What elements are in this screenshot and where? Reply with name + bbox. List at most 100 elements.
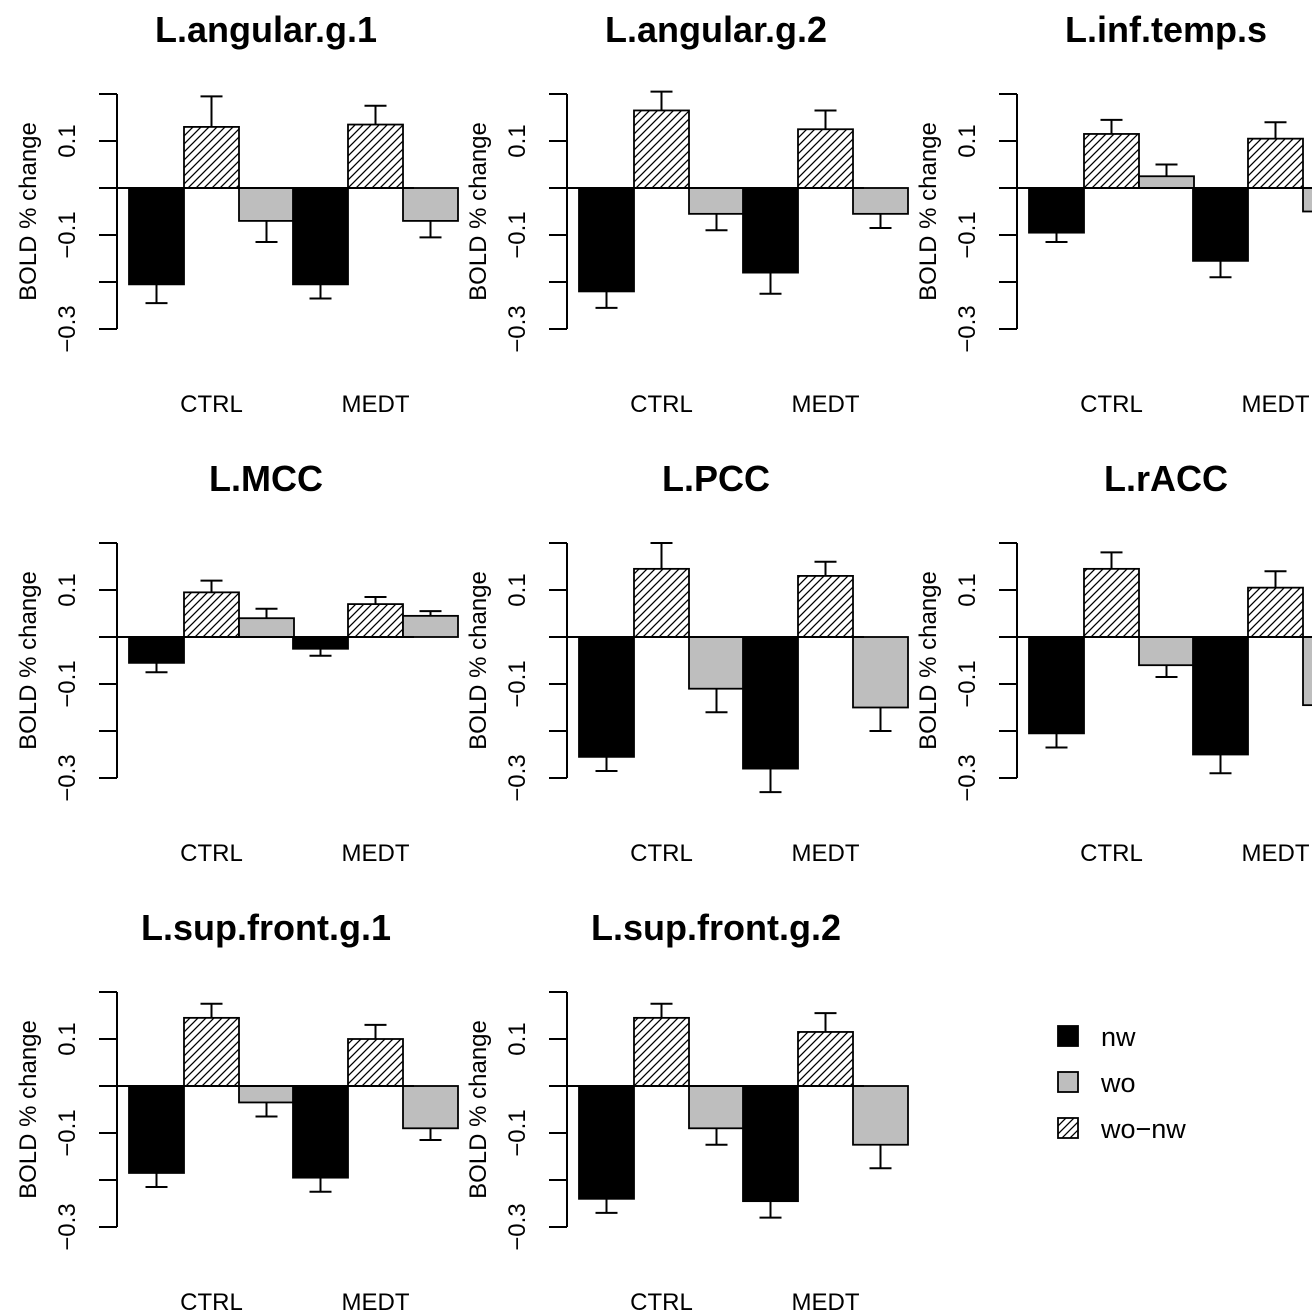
bar-nw (292, 187, 349, 286)
y-tick-label: 0.1 (504, 1022, 531, 1055)
category-label: MEDT (342, 840, 410, 867)
panel-title: L.sup.front.g.1 (141, 907, 391, 948)
bar-wo (238, 1085, 295, 1104)
y-axis-label: BOLD % change (915, 571, 942, 750)
y-tick-label: −0.3 (954, 305, 981, 352)
panel-title: L.PCC (662, 458, 770, 499)
category-label: CTRL (180, 1289, 243, 1313)
panel-title: L.MCC (209, 458, 323, 499)
bar-nw (292, 1085, 349, 1179)
bar-wonw (1083, 567, 1140, 638)
chart-panel: L.angular.g.1 0.1 −0.1 −0.3 BOLD % change CTR… (15, 9, 459, 418)
bar-wonw (633, 109, 690, 189)
bar-wonw (183, 591, 240, 638)
y-axis-label: BOLD % change (15, 571, 42, 750)
chart-panel: L.PCC 0.1 −0.1 −0.3 BOLD % change CTRL MEDT (465, 458, 909, 867)
chart-panel: L.inf.temp.s 0.1 −0.1 −0.3 BOLD % change CTRL… (915, 9, 1312, 418)
y-tick-label: −0.3 (54, 1203, 81, 1250)
category-label: MEDT (792, 391, 860, 418)
legend-swatch-wo (1057, 1071, 1079, 1093)
y-tick-label: −0.1 (954, 211, 981, 258)
bar-nw (1192, 187, 1249, 262)
panel-title: L.angular.g.1 (155, 9, 377, 50)
y-tick-label: 0.1 (504, 124, 531, 157)
bar-wonw (797, 575, 854, 638)
panel-title: L.sup.front.g.2 (591, 907, 841, 948)
y-axis-label: BOLD % change (465, 1020, 492, 1199)
y-tick-label: −0.1 (504, 1109, 531, 1156)
y-tick-label: 0.1 (54, 573, 81, 606)
bar-nw (742, 636, 799, 770)
y-tick-label: −0.3 (54, 754, 81, 801)
y-tick-label: 0.1 (54, 124, 81, 157)
legend-label-wo: wo (1100, 1068, 1136, 1098)
y-axis-label: BOLD % change (15, 1020, 42, 1199)
panel-title: L.angular.g.2 (605, 9, 827, 50)
y-axis-label: BOLD % change (465, 122, 492, 301)
y-tick-label: −0.3 (504, 754, 531, 801)
bar-nw (1028, 636, 1085, 735)
chart-panel: L.MCC 0.1 −0.1 −0.3 BOLD % change CTRL MEDT (15, 458, 459, 867)
bar-nw (578, 1085, 635, 1200)
category-label: MEDT (342, 391, 410, 418)
bar-wonw (1247, 137, 1304, 189)
category-label: MEDT (1242, 391, 1310, 418)
category-label: CTRL (1080, 391, 1143, 418)
category-label: CTRL (180, 840, 243, 867)
y-tick-label: −0.1 (504, 660, 531, 707)
y-tick-label: −0.3 (504, 305, 531, 352)
chart-panel: L.angular.g.2 0.1 −0.1 −0.3 BOLD % change CTR… (465, 9, 909, 418)
y-axis-label: BOLD % change (15, 122, 42, 301)
bar-wo (852, 636, 909, 709)
bar-wonw (183, 126, 240, 189)
bar-wo (402, 187, 459, 222)
chart-panel: L.sup.front.g.1 0.1 −0.1 −0.3 BOLD % change C… (15, 907, 459, 1313)
bar-wo (688, 187, 745, 215)
legend-swatch-wonw (1057, 1117, 1079, 1139)
bar-nw (128, 1085, 185, 1174)
y-tick-label: 0.1 (954, 573, 981, 606)
bar-wonw (797, 128, 854, 189)
bar-wo (402, 614, 459, 638)
y-tick-label: −0.1 (954, 660, 981, 707)
y-tick-label: 0.1 (54, 1022, 81, 1055)
y-tick-label: −0.3 (54, 305, 81, 352)
bar-wo (852, 187, 909, 215)
category-label: MEDT (1242, 840, 1310, 867)
category-label: CTRL (630, 840, 693, 867)
chart-panel: L.rACC 0.1 −0.1 −0.3 BOLD % change CTRL MEDT (915, 458, 1312, 867)
y-tick-label: −0.1 (504, 211, 531, 258)
category-label: MEDT (342, 1289, 410, 1313)
category-label: MEDT (792, 840, 860, 867)
y-tick-label: −0.1 (54, 211, 81, 258)
chart-panel: L.sup.front.g.2 0.1 −0.1 −0.3 BOLD % change C… (465, 907, 909, 1313)
y-tick-label: −0.3 (954, 754, 981, 801)
bar-nw (128, 636, 185, 664)
y-tick-label: −0.1 (54, 660, 81, 707)
legend-swatch-nw (1057, 1025, 1079, 1047)
bar-nw (742, 1085, 799, 1203)
bar-wo (1302, 187, 1312, 213)
bar-nw (1192, 636, 1249, 756)
y-tick-label: −0.1 (54, 1109, 81, 1156)
category-label: MEDT (792, 1289, 860, 1313)
bar-wonw (633, 567, 690, 638)
bar-wonw (347, 123, 404, 189)
panel-title: L.inf.temp.s (1065, 9, 1267, 50)
y-axis-label: BOLD % change (465, 571, 492, 750)
category-label: CTRL (630, 391, 693, 418)
category-label: CTRL (180, 391, 243, 418)
bar-nw (578, 187, 635, 293)
bar-wo (402, 1085, 459, 1130)
bar-wonw (1247, 586, 1304, 638)
bar-nw (292, 636, 349, 650)
category-label: CTRL (630, 1289, 693, 1313)
bar-nw (128, 187, 185, 286)
bar-wo (852, 1085, 909, 1146)
bar-wo (1138, 175, 1195, 189)
legend-label-wonw: wo−nw (1100, 1114, 1186, 1144)
bar-wo (1302, 636, 1312, 707)
y-tick-label: 0.1 (954, 124, 981, 157)
bar-wonw (347, 603, 404, 638)
bar-wonw (633, 1016, 690, 1087)
